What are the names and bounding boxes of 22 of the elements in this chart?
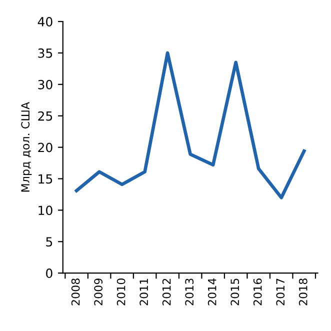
y-tick-label: 20 — [38, 142, 52, 152]
y-tick-label: 40 — [38, 16, 52, 26]
x-tick-label: 2009 — [94, 278, 103, 306]
x-tick-label: 2010 — [116, 278, 126, 306]
y-tick-label: 30 — [38, 80, 52, 90]
y-tick-label: 25 — [38, 111, 52, 121]
x-tick-label: 2018 — [298, 278, 308, 306]
x-tick-label: 2013 — [185, 278, 194, 306]
line-series — [74, 51, 306, 200]
y-tick-label: 10 — [38, 206, 52, 216]
x-tick-label: 2012 — [162, 278, 171, 306]
x-tick-label: 2008 — [71, 278, 80, 306]
x-tick-label: 2015 — [230, 278, 240, 306]
y-tick-label: 5 — [46, 237, 52, 247]
x-tick-label: 2016 — [253, 278, 262, 306]
x-tick-label: 2014 — [208, 278, 216, 306]
y-tick-label: 0 — [46, 268, 52, 278]
y-tick-label: 35 — [38, 48, 52, 58]
x-tick-label: 2011 — [140, 278, 148, 306]
y-axis-title: Млрд дол. США — [21, 102, 32, 192]
y-tick-label: 15 — [38, 174, 52, 184]
x-tick-label: 2017 — [276, 278, 285, 306]
